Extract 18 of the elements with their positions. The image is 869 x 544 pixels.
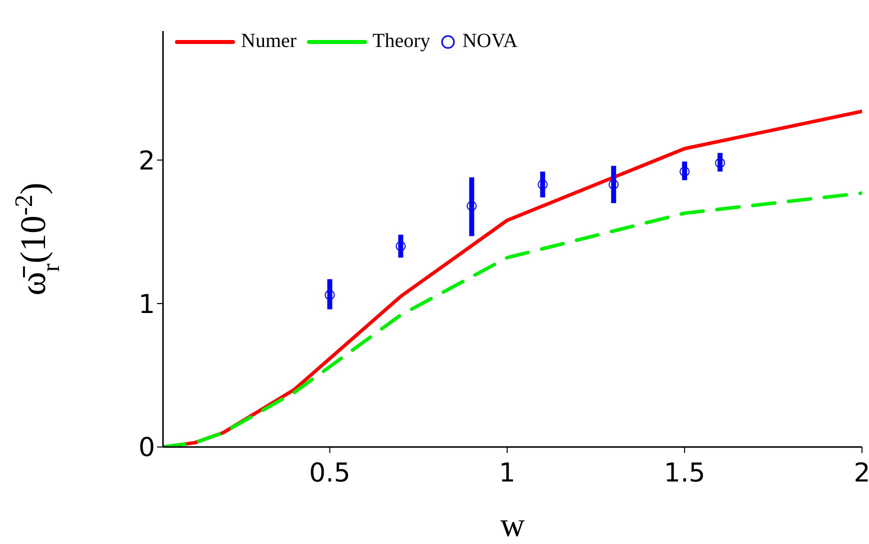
x-tick-label: 2	[854, 458, 869, 488]
x-axis-title: w	[500, 507, 526, 544]
point	[466, 201, 477, 212]
point	[396, 241, 406, 252]
y-tick-label: 0	[138, 433, 155, 464]
point	[608, 179, 619, 190]
point	[680, 166, 690, 177]
y-tick-label: 1	[138, 290, 155, 320]
y-tick-label: 2	[138, 146, 155, 176]
legend-label: NOVA	[462, 30, 518, 53]
x-tick-label: 1.5	[664, 458, 706, 488]
legend-label: Theory	[372, 30, 430, 53]
point	[324, 290, 335, 300]
x-tick-label: 1	[498, 458, 516, 488]
point	[715, 158, 726, 168]
x-tick-label: 0.5	[309, 458, 350, 488]
legend-label: Numer	[241, 30, 297, 53]
point	[538, 179, 548, 190]
